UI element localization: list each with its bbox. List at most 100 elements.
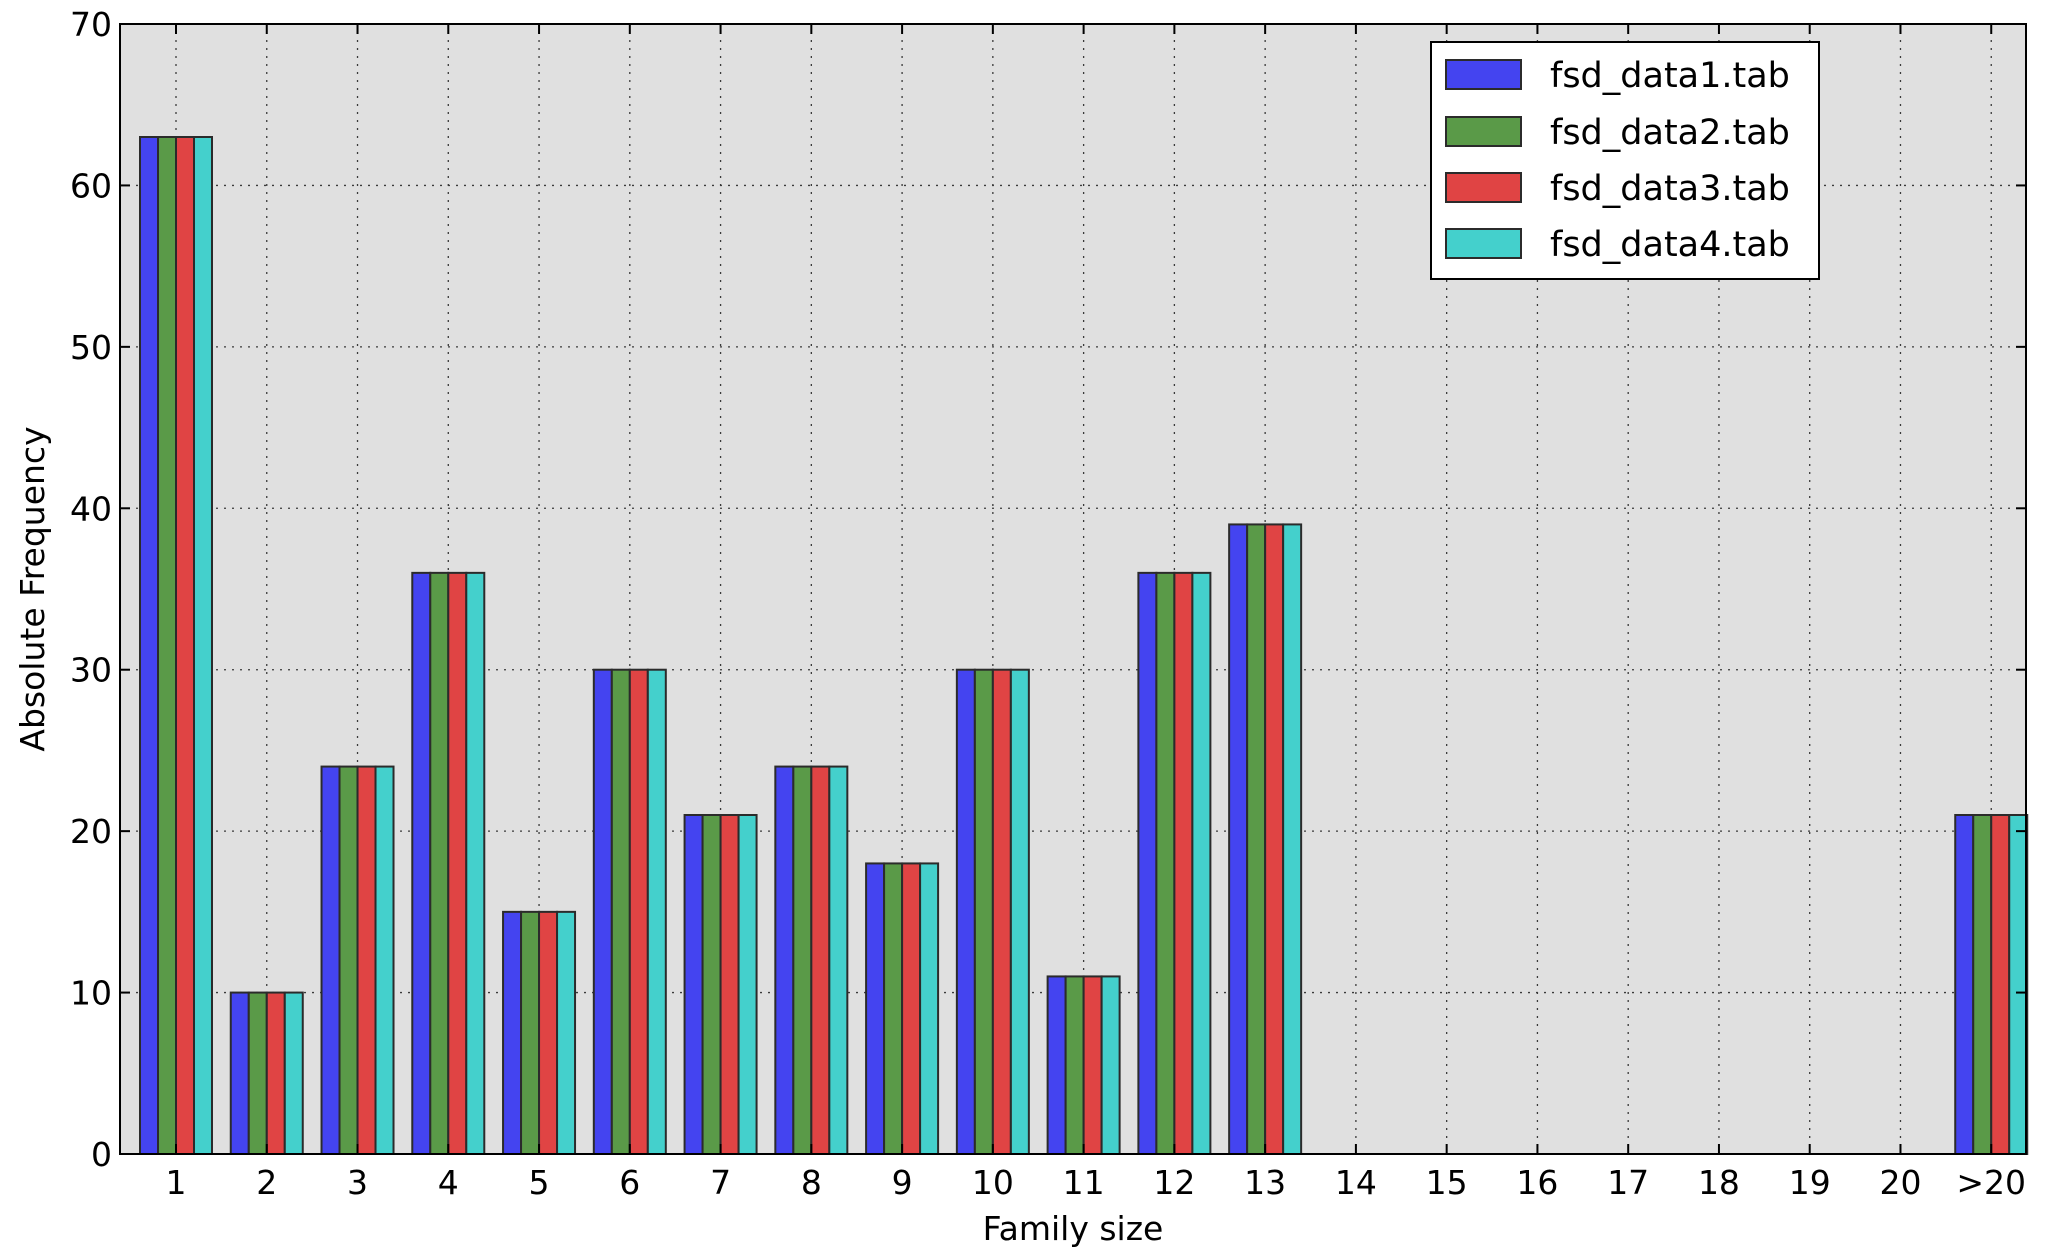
bar bbox=[973, 668, 994, 1155]
bar bbox=[1954, 814, 1975, 1155]
x-tick-label: 12 bbox=[1153, 1163, 1195, 1202]
legend-swatch bbox=[1445, 228, 1522, 259]
bar bbox=[828, 765, 849, 1155]
bar bbox=[320, 765, 341, 1155]
bar bbox=[1046, 975, 1067, 1156]
bar bbox=[792, 765, 813, 1155]
legend-label: fsd_data1.tab bbox=[1550, 56, 1790, 96]
bar bbox=[1264, 523, 1285, 1155]
legend-label: fsd_data4.tab bbox=[1550, 225, 1790, 265]
bar bbox=[175, 136, 195, 1155]
y-tick-label: 20 bbox=[70, 812, 112, 851]
legend-swatch bbox=[1445, 116, 1522, 147]
x-tick-labels: 1 2 3 4 5 6 7 8 9 10 11 12 13 14 15 16 17 18 19 20 >20 bbox=[166, 1163, 2027, 1202]
bar bbox=[1155, 571, 1176, 1155]
bar bbox=[701, 814, 722, 1155]
bar bbox=[229, 991, 250, 1155]
bar bbox=[901, 862, 922, 1156]
bar bbox=[556, 910, 577, 1155]
x-axis-label: Family size bbox=[983, 1209, 1164, 1248]
x-tick-label: 18 bbox=[1698, 1163, 1740, 1202]
bar bbox=[883, 862, 904, 1156]
bar bbox=[683, 814, 704, 1155]
bar bbox=[737, 814, 758, 1155]
legend-swatch bbox=[1445, 172, 1522, 203]
bar bbox=[139, 136, 159, 1155]
bar bbox=[520, 910, 541, 1155]
x-tick-label: 20 bbox=[1879, 1163, 1921, 1202]
x-tick-label: 19 bbox=[1789, 1163, 1831, 1202]
x-tick-label: 11 bbox=[1063, 1163, 1105, 1202]
bar bbox=[646, 668, 667, 1155]
bar bbox=[628, 668, 649, 1155]
y-tick-label: 40 bbox=[70, 489, 112, 528]
bar bbox=[338, 765, 359, 1155]
y-tick-label: 50 bbox=[70, 328, 112, 367]
x-tick-label: 3 bbox=[347, 1163, 368, 1202]
legend-entry: fsd_data1.tab bbox=[1445, 56, 1790, 96]
bar bbox=[1137, 571, 1158, 1155]
legend-label: fsd_data3.tab bbox=[1550, 169, 1790, 209]
bar bbox=[2008, 814, 2029, 1155]
y-tick-label: 30 bbox=[70, 651, 112, 690]
bar bbox=[193, 136, 213, 1155]
x-tick-label: 13 bbox=[1244, 1163, 1286, 1202]
ticks bbox=[120, 23, 2026, 1155]
x-tick-label: 4 bbox=[438, 1163, 459, 1202]
bar bbox=[1246, 523, 1267, 1155]
x-tick-label: 5 bbox=[529, 1163, 550, 1202]
bar bbox=[265, 991, 286, 1155]
legend-entry: fsd_data3.tab bbox=[1445, 169, 1790, 209]
bars bbox=[139, 136, 2029, 1156]
bar bbox=[157, 136, 177, 1155]
bar bbox=[1228, 523, 1249, 1155]
bar bbox=[465, 571, 486, 1155]
bar bbox=[610, 668, 631, 1155]
x-tick-label: 15 bbox=[1426, 1163, 1468, 1202]
bar bbox=[1064, 975, 1085, 1156]
bar bbox=[374, 765, 395, 1155]
bar bbox=[429, 571, 450, 1155]
legend-label: fsd_data2.tab bbox=[1550, 113, 1790, 153]
x-tick-label: 14 bbox=[1335, 1163, 1377, 1202]
x-tick-label: 9 bbox=[892, 1163, 913, 1202]
bar bbox=[919, 862, 940, 1156]
bar bbox=[592, 668, 613, 1155]
y-tick-label: 60 bbox=[70, 166, 112, 205]
y-tick-label: 0 bbox=[91, 1135, 112, 1174]
bar bbox=[1082, 975, 1103, 1156]
legend-entry: fsd_data4.tab bbox=[1445, 225, 1790, 265]
x-tick-label: >20 bbox=[1956, 1163, 2026, 1202]
bar bbox=[955, 668, 976, 1155]
plot-frame bbox=[119, 23, 2027, 1155]
x-tick-label: 10 bbox=[972, 1163, 1014, 1202]
bar bbox=[1173, 571, 1194, 1155]
bar bbox=[810, 765, 831, 1155]
bar bbox=[283, 991, 304, 1155]
y-tick-label: 10 bbox=[70, 974, 112, 1013]
y-tick-label: 70 bbox=[70, 5, 112, 44]
bar bbox=[356, 765, 377, 1155]
x-tick-label: 6 bbox=[619, 1163, 640, 1202]
bar bbox=[1990, 814, 2011, 1155]
legend: fsd_data1.tab fsd_data2.tab fsd_data3.ta… bbox=[1430, 41, 1820, 280]
bar bbox=[247, 991, 268, 1155]
bar bbox=[865, 862, 886, 1156]
bar bbox=[538, 910, 559, 1155]
bar bbox=[447, 571, 468, 1155]
legend-entry: fsd_data2.tab bbox=[1445, 113, 1790, 153]
bar bbox=[719, 814, 740, 1155]
x-tick-label: 7 bbox=[710, 1163, 731, 1202]
bar bbox=[991, 668, 1012, 1155]
legend-swatch bbox=[1445, 59, 1522, 90]
bar bbox=[774, 765, 795, 1155]
bar bbox=[502, 910, 523, 1155]
x-tick-label: 16 bbox=[1516, 1163, 1558, 1202]
bar bbox=[1009, 668, 1030, 1155]
bar bbox=[1100, 975, 1121, 1156]
x-tick-label: 2 bbox=[256, 1163, 277, 1202]
x-tick-label: 8 bbox=[801, 1163, 822, 1202]
bar bbox=[411, 571, 432, 1155]
y-axis-label: Absolute Frequency bbox=[13, 426, 52, 751]
